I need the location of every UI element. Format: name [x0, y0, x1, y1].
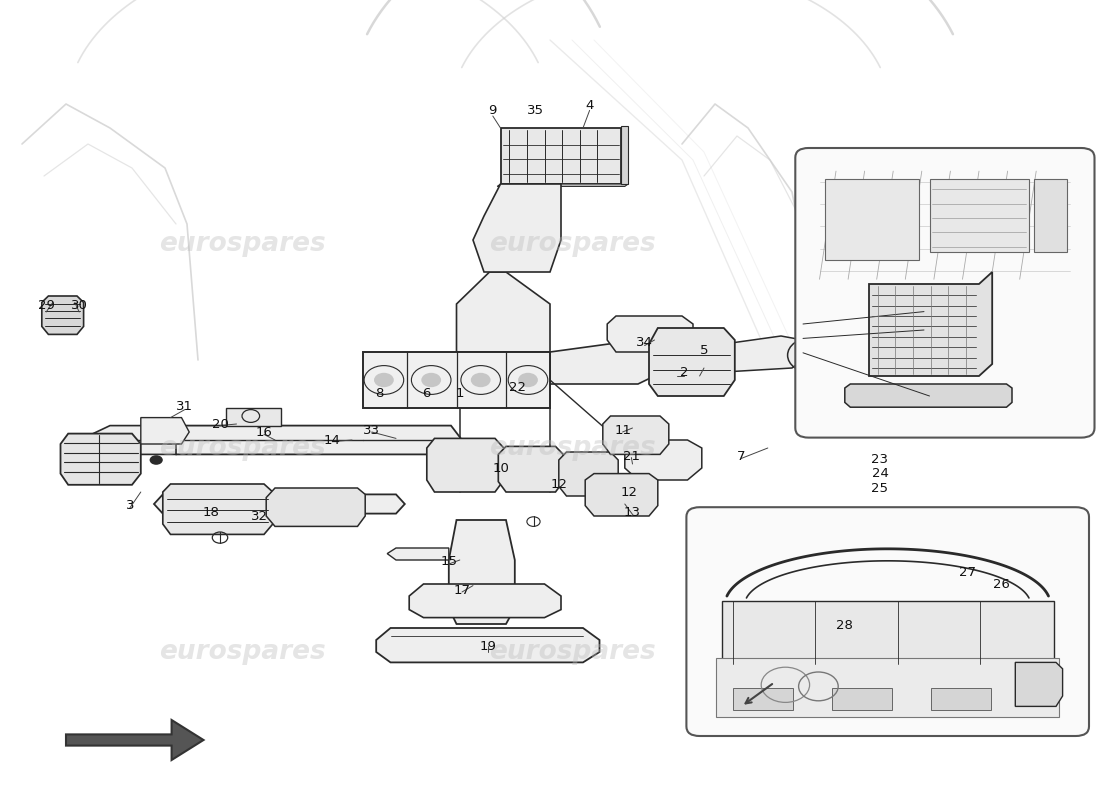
- Polygon shape: [722, 601, 1054, 663]
- Text: 11: 11: [614, 424, 631, 437]
- Polygon shape: [625, 440, 702, 480]
- Polygon shape: [165, 426, 462, 454]
- Polygon shape: [1034, 179, 1067, 252]
- Circle shape: [150, 455, 163, 465]
- Polygon shape: [409, 584, 561, 618]
- Polygon shape: [559, 452, 618, 496]
- Text: 10: 10: [492, 462, 509, 474]
- Polygon shape: [427, 438, 504, 492]
- Polygon shape: [456, 272, 550, 352]
- Text: 29: 29: [37, 299, 55, 312]
- Text: 1: 1: [455, 387, 464, 400]
- Text: 12: 12: [550, 478, 568, 490]
- Polygon shape: [825, 179, 918, 260]
- Polygon shape: [621, 126, 628, 184]
- Text: 5: 5: [700, 344, 708, 357]
- Polygon shape: [845, 384, 1012, 407]
- Text: 6: 6: [422, 387, 431, 400]
- Text: 4: 4: [585, 99, 594, 112]
- Text: 30: 30: [70, 299, 88, 312]
- Polygon shape: [42, 296, 84, 334]
- Polygon shape: [607, 316, 693, 352]
- Text: 18: 18: [202, 506, 220, 518]
- Text: eurospares: eurospares: [158, 231, 326, 257]
- Polygon shape: [141, 418, 189, 444]
- Text: 15: 15: [440, 555, 458, 568]
- Polygon shape: [376, 628, 600, 662]
- Polygon shape: [498, 446, 563, 492]
- Text: 22: 22: [508, 381, 526, 394]
- Text: 34: 34: [636, 336, 653, 349]
- Circle shape: [471, 373, 491, 387]
- Text: 35: 35: [527, 104, 544, 117]
- Text: eurospares: eurospares: [488, 639, 656, 665]
- Text: 13: 13: [624, 506, 641, 518]
- Polygon shape: [363, 352, 550, 408]
- Text: 21: 21: [623, 450, 640, 462]
- Text: eurospares: eurospares: [158, 435, 326, 461]
- Text: 7: 7: [737, 450, 746, 462]
- Text: 2: 2: [680, 366, 689, 378]
- Polygon shape: [733, 688, 793, 710]
- Text: 3: 3: [125, 499, 134, 512]
- Polygon shape: [497, 184, 628, 186]
- Polygon shape: [226, 408, 280, 426]
- Text: 16: 16: [255, 426, 273, 438]
- Polygon shape: [473, 184, 561, 272]
- Circle shape: [421, 373, 441, 387]
- Polygon shape: [1015, 662, 1063, 706]
- Text: eurospares: eurospares: [488, 435, 656, 461]
- Polygon shape: [550, 340, 682, 384]
- Polygon shape: [66, 720, 204, 760]
- Text: 23: 23: [871, 453, 889, 466]
- Polygon shape: [603, 416, 669, 454]
- FancyBboxPatch shape: [686, 507, 1089, 736]
- Polygon shape: [930, 179, 1028, 252]
- Text: 32: 32: [251, 510, 268, 522]
- Text: eurospares: eurospares: [488, 231, 656, 257]
- Circle shape: [518, 373, 538, 387]
- Polygon shape: [649, 328, 735, 396]
- Circle shape: [374, 373, 394, 387]
- Polygon shape: [88, 426, 176, 454]
- Text: 33: 33: [363, 424, 381, 437]
- Polygon shape: [387, 548, 449, 560]
- Polygon shape: [869, 272, 992, 376]
- Text: eurospares: eurospares: [158, 639, 326, 665]
- Polygon shape: [716, 658, 1059, 717]
- Polygon shape: [266, 488, 365, 526]
- Text: 8: 8: [375, 387, 384, 400]
- Polygon shape: [931, 688, 991, 710]
- Text: 25: 25: [871, 482, 889, 494]
- Text: 14: 14: [323, 434, 341, 446]
- FancyBboxPatch shape: [795, 148, 1094, 438]
- Text: 20: 20: [211, 418, 229, 430]
- Polygon shape: [154, 494, 405, 514]
- Text: 12: 12: [620, 486, 638, 498]
- Polygon shape: [585, 474, 658, 516]
- Text: 27: 27: [959, 566, 977, 579]
- Text: 9: 9: [488, 104, 497, 117]
- Text: 26: 26: [992, 578, 1010, 590]
- Text: 17: 17: [453, 584, 471, 597]
- Text: 19: 19: [480, 640, 497, 653]
- Text: 31: 31: [176, 400, 194, 413]
- Text: 24: 24: [871, 467, 889, 480]
- Text: 28: 28: [836, 619, 854, 632]
- Polygon shape: [724, 336, 808, 372]
- Polygon shape: [500, 128, 621, 184]
- Polygon shape: [832, 688, 892, 710]
- Polygon shape: [60, 434, 141, 485]
- Polygon shape: [163, 484, 273, 534]
- Polygon shape: [449, 520, 515, 624]
